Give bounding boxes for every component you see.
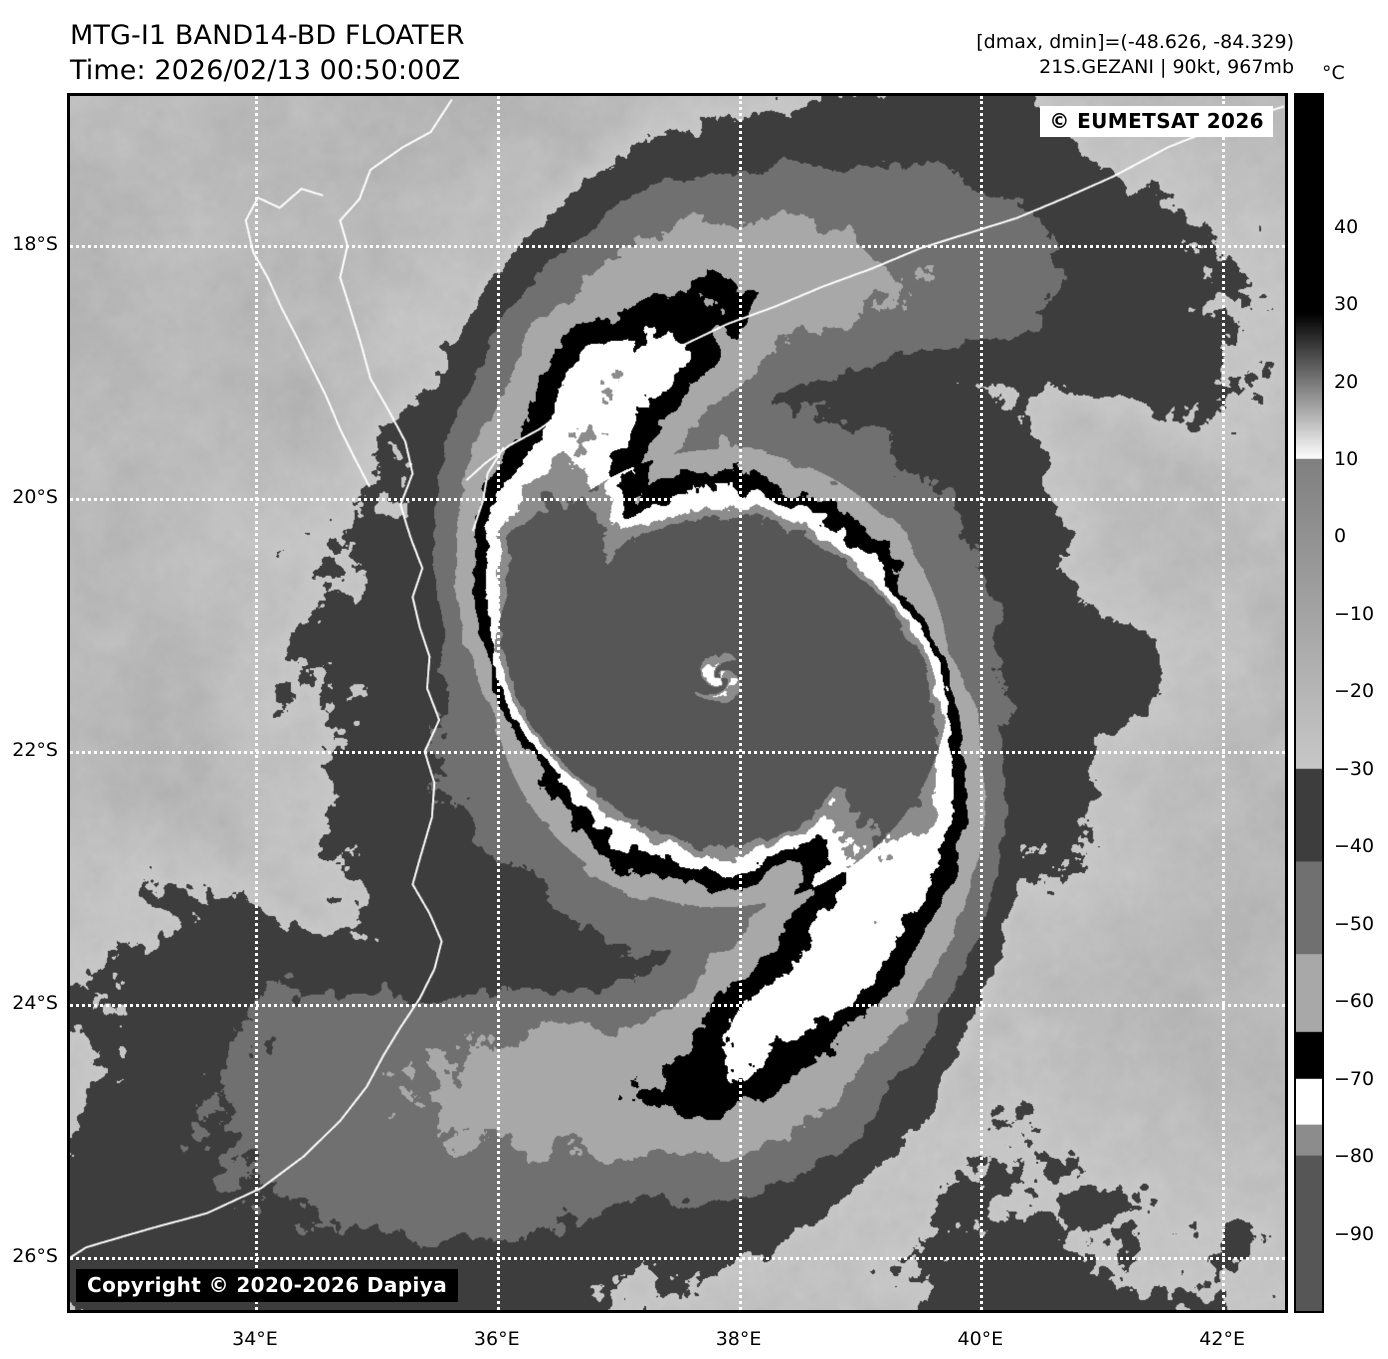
colorbar-tick-label: −80	[1334, 1145, 1375, 1168]
lon-tick-label: 42°E	[1199, 1328, 1245, 1350]
colorbar-tick-label: 40	[1334, 215, 1359, 238]
colorbar-tick-label: −70	[1334, 1067, 1375, 1090]
colorbar-gradient-canvas	[1296, 95, 1322, 1311]
title-block: MTG-I1 BAND14-BD FLOATER Time: 2026/02/1…	[70, 18, 465, 88]
colorbar-tick-label: −10	[1334, 602, 1375, 625]
temperature-colorbar[interactable]	[1294, 93, 1324, 1313]
colorbar-tick-label: −60	[1334, 990, 1375, 1013]
product-title: MTG-I1 BAND14-BD FLOATER	[70, 20, 465, 51]
lat-tick-label: 26°S	[12, 1244, 58, 1267]
colorbar-tick-label: −30	[1334, 757, 1375, 780]
colorbar-tick-label: 0	[1334, 525, 1347, 548]
metadata-block: [dmax, dmin]=(-48.626, -84.329) 21S.GEZA…	[976, 30, 1294, 80]
lat-tick-label: 18°S	[12, 233, 58, 256]
lon-tick-label: 40°E	[957, 1328, 1004, 1350]
colorbar-tick-label: −20	[1334, 680, 1375, 703]
storm-info-text: 21S.GEZANI | 90kt, 967mb	[1039, 56, 1294, 79]
data-range-text: [dmax, dmin]=(-48.626, -84.329)	[976, 31, 1294, 53]
colorbar-tick-label: −40	[1334, 835, 1375, 858]
lon-tick-label: 38°E	[715, 1328, 762, 1350]
lat-tick-label: 20°S	[12, 486, 58, 509]
lat-tick-label: 24°S	[12, 991, 58, 1014]
colorbar-tick-label: 20	[1334, 370, 1359, 393]
satellite-imagery-canvas	[70, 96, 1285, 1310]
satellite-image-plot[interactable]: © EUMETSAT 2026 Copyright © 2020-2026 Da…	[67, 93, 1288, 1313]
observation-time: Time: 2026/02/13 00:50:00Z	[70, 55, 461, 87]
colorbar-tick-label: 10	[1334, 448, 1359, 471]
lat-tick-label: 22°S	[12, 739, 58, 762]
eumetsat-watermark: © EUMETSAT 2026	[1040, 106, 1273, 137]
colorbar-tick-label: −90	[1334, 1222, 1375, 1245]
colorbar-tick-label: 30	[1334, 293, 1359, 316]
dapiya-copyright-watermark: Copyright © 2020-2026 Dapiya	[76, 1269, 459, 1302]
colorbar-tick-label: −50	[1334, 912, 1375, 935]
lon-tick-label: 36°E	[473, 1328, 520, 1350]
colorbar-unit-label: °C	[1322, 62, 1345, 84]
lon-tick-label: 34°E	[232, 1328, 278, 1350]
